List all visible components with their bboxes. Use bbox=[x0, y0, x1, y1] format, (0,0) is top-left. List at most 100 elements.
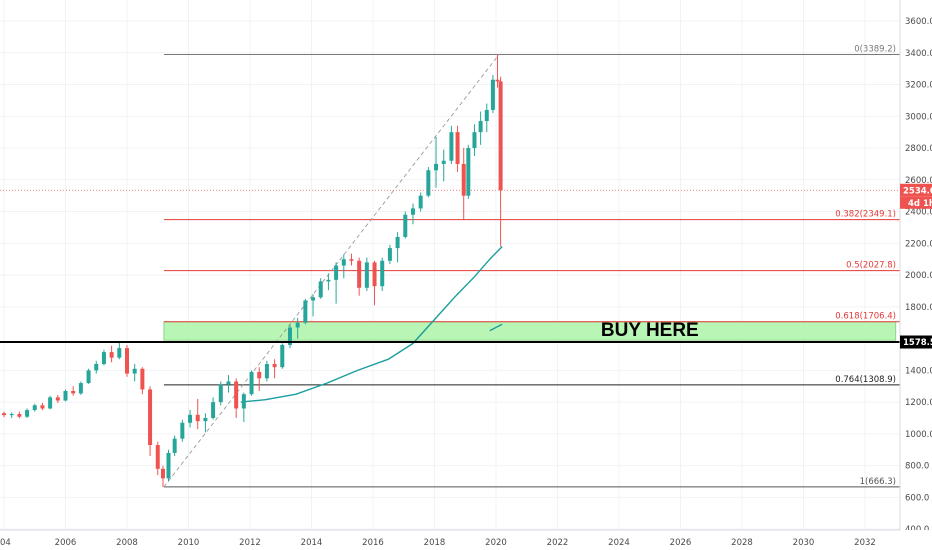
candle-body bbox=[155, 444, 160, 469]
candle-body bbox=[380, 260, 385, 287]
candle-body bbox=[117, 348, 122, 358]
fib-level-label: 1(666.3) bbox=[860, 477, 896, 487]
fib-levels: 0(3389.2) 0.382(2349.1) 0.5(2027.8) 0.618(1… bbox=[163, 44, 905, 488]
candle-body bbox=[132, 368, 137, 374]
moving-average-line bbox=[240, 246, 503, 403]
candle-body bbox=[125, 348, 129, 374]
time-tick-label: 2032 bbox=[854, 538, 876, 548]
candle-body bbox=[234, 381, 239, 409]
fib-level-label: 0.5(2027.8) bbox=[846, 261, 896, 271]
candle-body bbox=[364, 262, 369, 288]
price-tick-label: 3400.0 bbox=[905, 49, 932, 59]
candle-body bbox=[334, 265, 339, 280]
price-tick-label: 3600.0 bbox=[905, 17, 932, 27]
candlesticks bbox=[2, 54, 503, 487]
candle-body bbox=[455, 132, 460, 164]
time-tick-label: 2010 bbox=[178, 538, 200, 548]
candle-body bbox=[272, 364, 277, 368]
candle-body bbox=[449, 132, 454, 161]
candle-body bbox=[166, 452, 171, 479]
price-tick-label: 3000.0 bbox=[905, 112, 932, 122]
time-axis[interactable]: 04 2006 2008 2010 2012 2014 2016 2018 2020 2022 20… bbox=[0, 529, 932, 550]
candle-body bbox=[172, 438, 177, 453]
candle-body bbox=[17, 414, 22, 417]
price-tick-label: 1200.0 bbox=[905, 398, 932, 408]
time-tick-label: 2008 bbox=[116, 538, 138, 548]
candle-body bbox=[395, 236, 400, 249]
candle-body bbox=[490, 79, 495, 110]
candle-body bbox=[280, 344, 285, 368]
buy-here-label: BUY HERE bbox=[601, 320, 699, 341]
buy-zone-rect bbox=[163, 321, 897, 341]
price-axis[interactable]: 3600.0 3400.0 3200.0 3000.0 2800.0 2600.0 2400… bbox=[899, 0, 932, 550]
fib-level-label: 0.764(1308.9) bbox=[835, 375, 896, 385]
price-tick-label: 2400.0 bbox=[905, 208, 932, 218]
candle-body bbox=[180, 422, 185, 439]
candle-body bbox=[109, 352, 114, 358]
candle-body bbox=[94, 364, 99, 371]
candle-body bbox=[40, 405, 45, 409]
time-tick-label: 2030 bbox=[793, 538, 815, 548]
candle-body bbox=[226, 381, 231, 385]
moving-average bbox=[240, 246, 503, 403]
price-tick-label: 2200.0 bbox=[905, 239, 932, 249]
fib-level-label: 0(3389.2) bbox=[854, 44, 896, 54]
price-tick-label: 3200.0 bbox=[905, 81, 932, 91]
candle-body bbox=[203, 418, 208, 422]
candle-body bbox=[418, 195, 423, 209]
candle-body bbox=[410, 208, 415, 215]
time-tick-label: 2016 bbox=[362, 538, 384, 548]
price-tick-label: 1800.0 bbox=[905, 303, 932, 313]
candle-body bbox=[71, 391, 76, 394]
support-price-badge-label: 1578.5 bbox=[903, 338, 932, 348]
price-tick-label: 2600.0 bbox=[905, 176, 932, 186]
price-tick-label: 2800.0 bbox=[905, 144, 932, 154]
time-axis-bg bbox=[0, 530, 932, 550]
price-tick-label: 1400.0 bbox=[905, 366, 932, 376]
candle-body bbox=[140, 368, 145, 390]
candle-body bbox=[55, 397, 60, 401]
price-marks bbox=[0, 189, 900, 344]
candle-body bbox=[264, 364, 269, 379]
candle-body bbox=[495, 79, 500, 82]
candle-body bbox=[357, 260, 362, 288]
candle-body bbox=[484, 109, 489, 122]
candle-body bbox=[148, 389, 153, 445]
candle-body bbox=[466, 148, 471, 196]
candle-body bbox=[341, 259, 346, 266]
price-tick-label: 1000.0 bbox=[905, 430, 932, 440]
time-tick-label: 2012 bbox=[239, 538, 261, 548]
time-tick-label: 2022 bbox=[547, 538, 569, 548]
current-price-badge-label: 2534.0 bbox=[903, 186, 932, 196]
candle-body bbox=[295, 322, 300, 328]
candle-body bbox=[372, 262, 377, 287]
candle-body bbox=[249, 371, 254, 395]
candle-body bbox=[86, 370, 91, 384]
candle-body bbox=[218, 384, 223, 403]
time-tick-label: 2006 bbox=[55, 538, 77, 548]
time-tick-label: 2024 bbox=[608, 538, 630, 548]
candle-body bbox=[311, 297, 316, 301]
moving-average-projection bbox=[489, 323, 503, 332]
time-tick-label: 2014 bbox=[301, 538, 323, 548]
candle-body bbox=[403, 214, 408, 237]
price-tick-label: 600.0 bbox=[905, 493, 929, 503]
candle-body bbox=[195, 414, 200, 422]
price-tick-label: 800.0 bbox=[905, 462, 929, 472]
candle-body bbox=[349, 259, 354, 261]
fib-level-label: 0.618(1706.4) bbox=[835, 312, 896, 322]
candle-body bbox=[472, 132, 477, 149]
candle-body bbox=[25, 410, 30, 417]
candle-body bbox=[426, 170, 431, 196]
candle-body bbox=[478, 121, 483, 133]
candle-body bbox=[303, 300, 308, 323]
price-tick-label: 2000.0 bbox=[905, 271, 932, 281]
buy-zone: BUY HERE bbox=[163, 320, 897, 341]
candle-body bbox=[241, 394, 246, 409]
candle-body bbox=[326, 279, 331, 282]
candle-body bbox=[257, 371, 262, 379]
time-tick-label: 2018 bbox=[424, 538, 446, 548]
time-tick-label: 04 bbox=[0, 538, 11, 548]
candle-body bbox=[434, 163, 439, 171]
